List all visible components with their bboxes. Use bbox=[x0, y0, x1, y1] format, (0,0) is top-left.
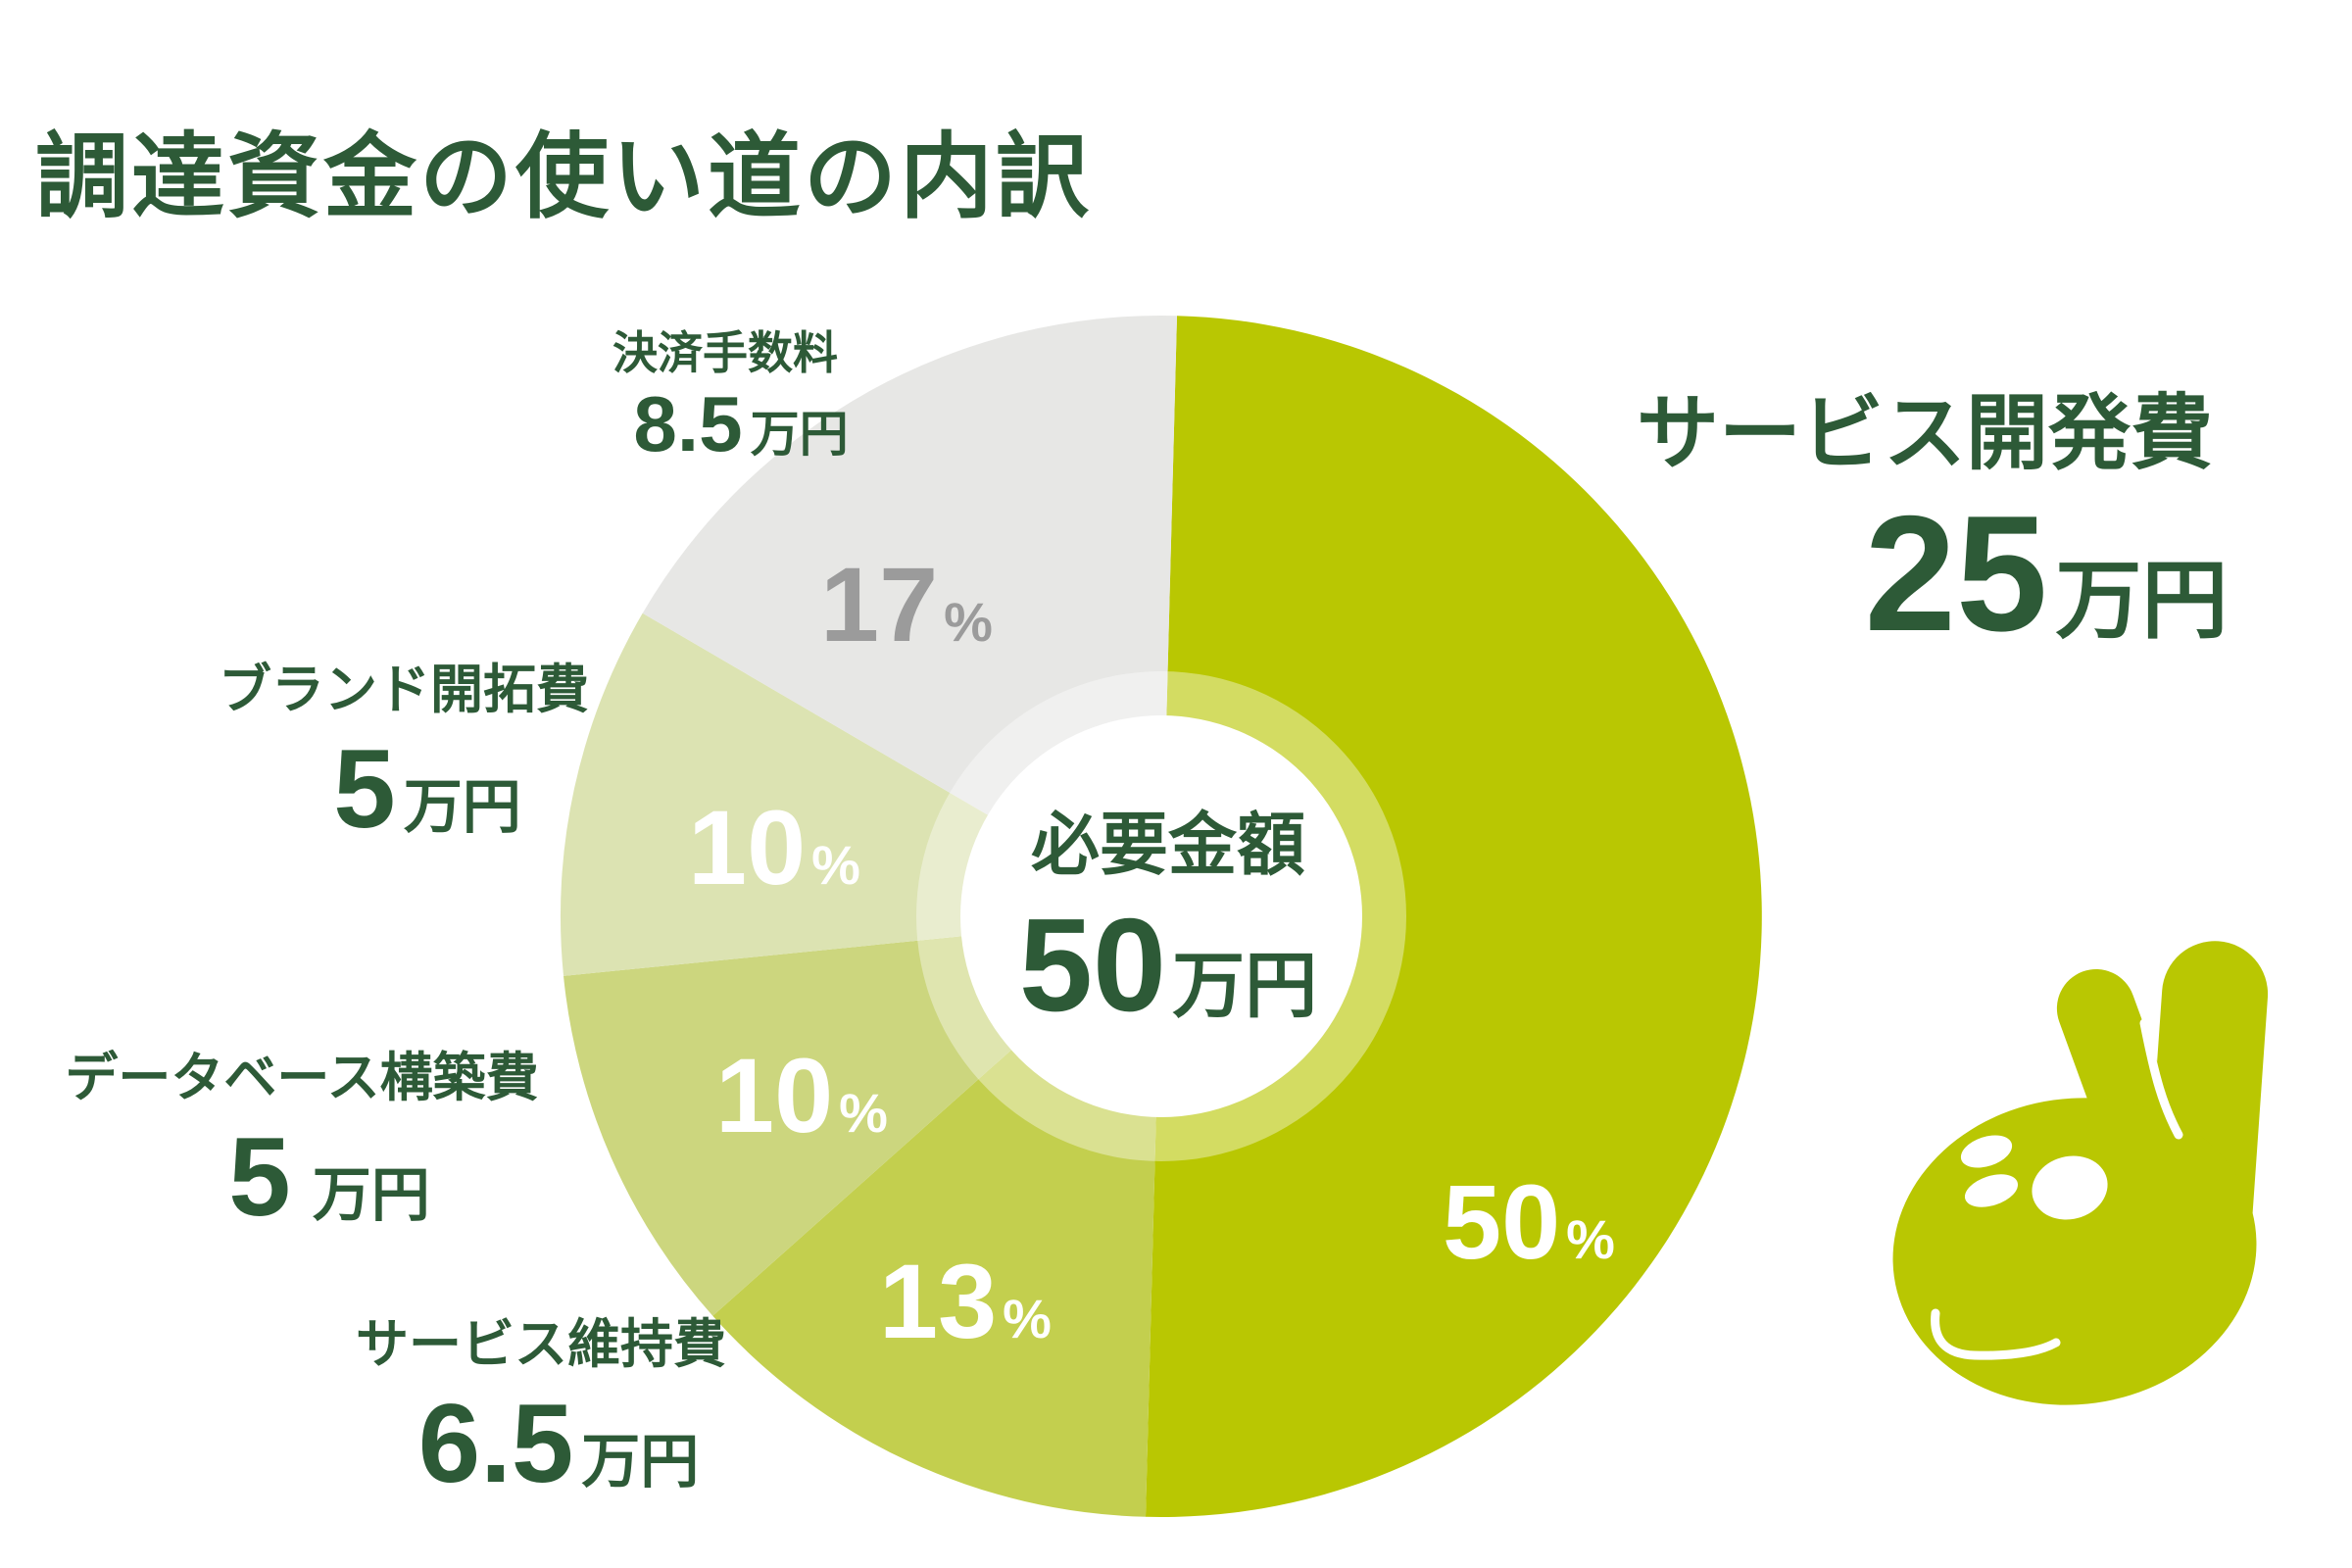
callout-label: ブランド開拓費 bbox=[219, 661, 589, 719]
percent-value: 13 bbox=[879, 1242, 998, 1360]
percent-label-service-maintenance: 13% bbox=[879, 1249, 1052, 1354]
percent-label-payment-fees: 17% bbox=[820, 552, 993, 658]
percent-sign: % bbox=[839, 1082, 888, 1144]
percent-label-service-development: 50% bbox=[1443, 1169, 1615, 1275]
callout-unit: 万円 bbox=[2055, 551, 2229, 649]
callout-value: 5 万円 bbox=[242, 734, 612, 846]
percent-label-brand: 10% bbox=[688, 795, 860, 901]
callout-label: データベース構築費 bbox=[65, 1049, 539, 1107]
rabbit-spot bbox=[2032, 1155, 2108, 1220]
callout-service-development: サービス開発費 25万円 bbox=[1637, 386, 2278, 656]
percent-label-database: 10% bbox=[715, 1043, 888, 1149]
callout-payment-fees: 決済手数料 8.5 万円 bbox=[612, 327, 849, 464]
percent-value: 50 bbox=[1443, 1162, 1561, 1281]
rabbit-body-shapes bbox=[1892, 941, 2269, 1405]
callout-database: データベース構築費 5 万円 bbox=[65, 1048, 538, 1234]
rabbit-ear-gap bbox=[2139, 1018, 2183, 1140]
rabbit-mascot-icon bbox=[1892, 941, 2269, 1405]
percent-sign: % bbox=[1003, 1288, 1052, 1349]
rabbit-spot bbox=[1964, 1174, 2019, 1207]
callout-unit: 万円 bbox=[403, 774, 521, 841]
callout-value: 5 万円 bbox=[92, 1122, 565, 1234]
callout-unit: 万円 bbox=[581, 1429, 700, 1495]
donut-center-label: 必要金額 50万円 bbox=[1019, 806, 1317, 1031]
percent-sign: % bbox=[944, 591, 993, 653]
callout-label: 決済手数料 bbox=[612, 327, 838, 378]
page-title: 調達資金の使い道の内訳 bbox=[35, 124, 1093, 229]
percent-value: 10 bbox=[688, 788, 807, 906]
callout-unit: 万円 bbox=[750, 406, 849, 462]
pie-slice bbox=[1146, 316, 1762, 1518]
callout-value: 25万円 bbox=[1758, 491, 2334, 656]
center-caption: 必要金額 bbox=[1030, 807, 1305, 883]
percent-sign: % bbox=[811, 834, 860, 896]
callout-brand: ブランド開拓費 5 万円 bbox=[219, 660, 589, 846]
callout-label: サービス開発費 bbox=[1636, 387, 2214, 479]
callout-amount: 25 bbox=[1864, 480, 2048, 665]
callout-unit: 万円 bbox=[312, 1162, 430, 1229]
center-amount: 50 bbox=[1018, 890, 1167, 1039]
callout-label: サービス維持費 bbox=[356, 1315, 726, 1374]
center-unit: 万円 bbox=[1172, 944, 1318, 1026]
percent-value: 10 bbox=[715, 1036, 834, 1154]
callout-service-maintenance: サービス維持費 6.5 万円 bbox=[356, 1314, 726, 1500]
callout-value: 8.5 万円 bbox=[628, 384, 854, 464]
callout-amount: 5 bbox=[228, 1115, 291, 1241]
rabbit-mouth bbox=[1931, 1308, 2061, 1360]
callout-value: 6.5 万円 bbox=[373, 1389, 744, 1500]
callout-amount: 8.5 bbox=[633, 379, 743, 467]
rabbit-spot bbox=[1960, 1135, 2013, 1168]
callout-amount: 6.5 bbox=[417, 1382, 574, 1507]
callout-amount: 5 bbox=[333, 727, 396, 853]
donut-hole bbox=[960, 715, 1362, 1117]
percent-value: 17 bbox=[820, 545, 939, 663]
center-value: 50万円 bbox=[1019, 899, 1317, 1031]
percent-sign: % bbox=[1566, 1208, 1615, 1270]
